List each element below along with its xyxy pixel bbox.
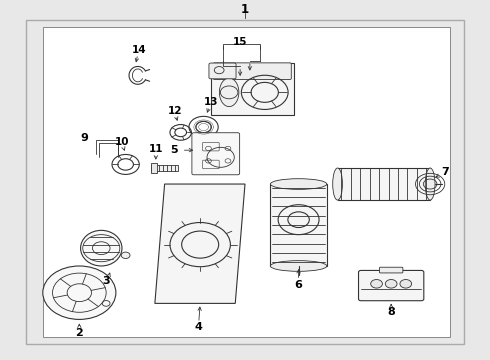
Ellipse shape bbox=[80, 230, 122, 266]
Circle shape bbox=[121, 252, 130, 258]
FancyBboxPatch shape bbox=[192, 133, 240, 175]
Bar bbox=[270, 184, 327, 266]
Text: 12: 12 bbox=[168, 106, 182, 116]
FancyBboxPatch shape bbox=[211, 63, 294, 114]
Text: 13: 13 bbox=[204, 97, 218, 107]
Bar bbox=[151, 165, 178, 171]
Text: 1: 1 bbox=[241, 3, 249, 16]
Text: 5: 5 bbox=[171, 145, 178, 155]
Text: 6: 6 bbox=[294, 279, 302, 289]
Text: 4: 4 bbox=[195, 322, 203, 332]
Text: 15: 15 bbox=[233, 36, 247, 46]
Circle shape bbox=[400, 279, 412, 288]
FancyBboxPatch shape bbox=[379, 267, 403, 273]
Circle shape bbox=[385, 279, 397, 288]
Bar bbox=[43, 27, 450, 337]
FancyBboxPatch shape bbox=[209, 63, 236, 79]
Ellipse shape bbox=[270, 179, 327, 189]
Text: 14: 14 bbox=[131, 45, 146, 55]
Ellipse shape bbox=[220, 78, 239, 107]
Polygon shape bbox=[155, 184, 245, 303]
FancyBboxPatch shape bbox=[359, 270, 424, 301]
Text: 9: 9 bbox=[80, 133, 88, 143]
Ellipse shape bbox=[333, 168, 343, 200]
Ellipse shape bbox=[270, 261, 327, 271]
Bar bbox=[151, 163, 157, 173]
Text: 7: 7 bbox=[441, 167, 449, 176]
Text: 2: 2 bbox=[75, 328, 83, 338]
Text: 3: 3 bbox=[102, 276, 110, 286]
Circle shape bbox=[43, 266, 116, 319]
FancyBboxPatch shape bbox=[338, 168, 430, 200]
Circle shape bbox=[371, 279, 382, 288]
Text: 8: 8 bbox=[387, 307, 395, 317]
FancyBboxPatch shape bbox=[213, 63, 291, 80]
Ellipse shape bbox=[425, 168, 435, 200]
Text: 11: 11 bbox=[148, 144, 163, 154]
Text: 10: 10 bbox=[115, 138, 129, 147]
